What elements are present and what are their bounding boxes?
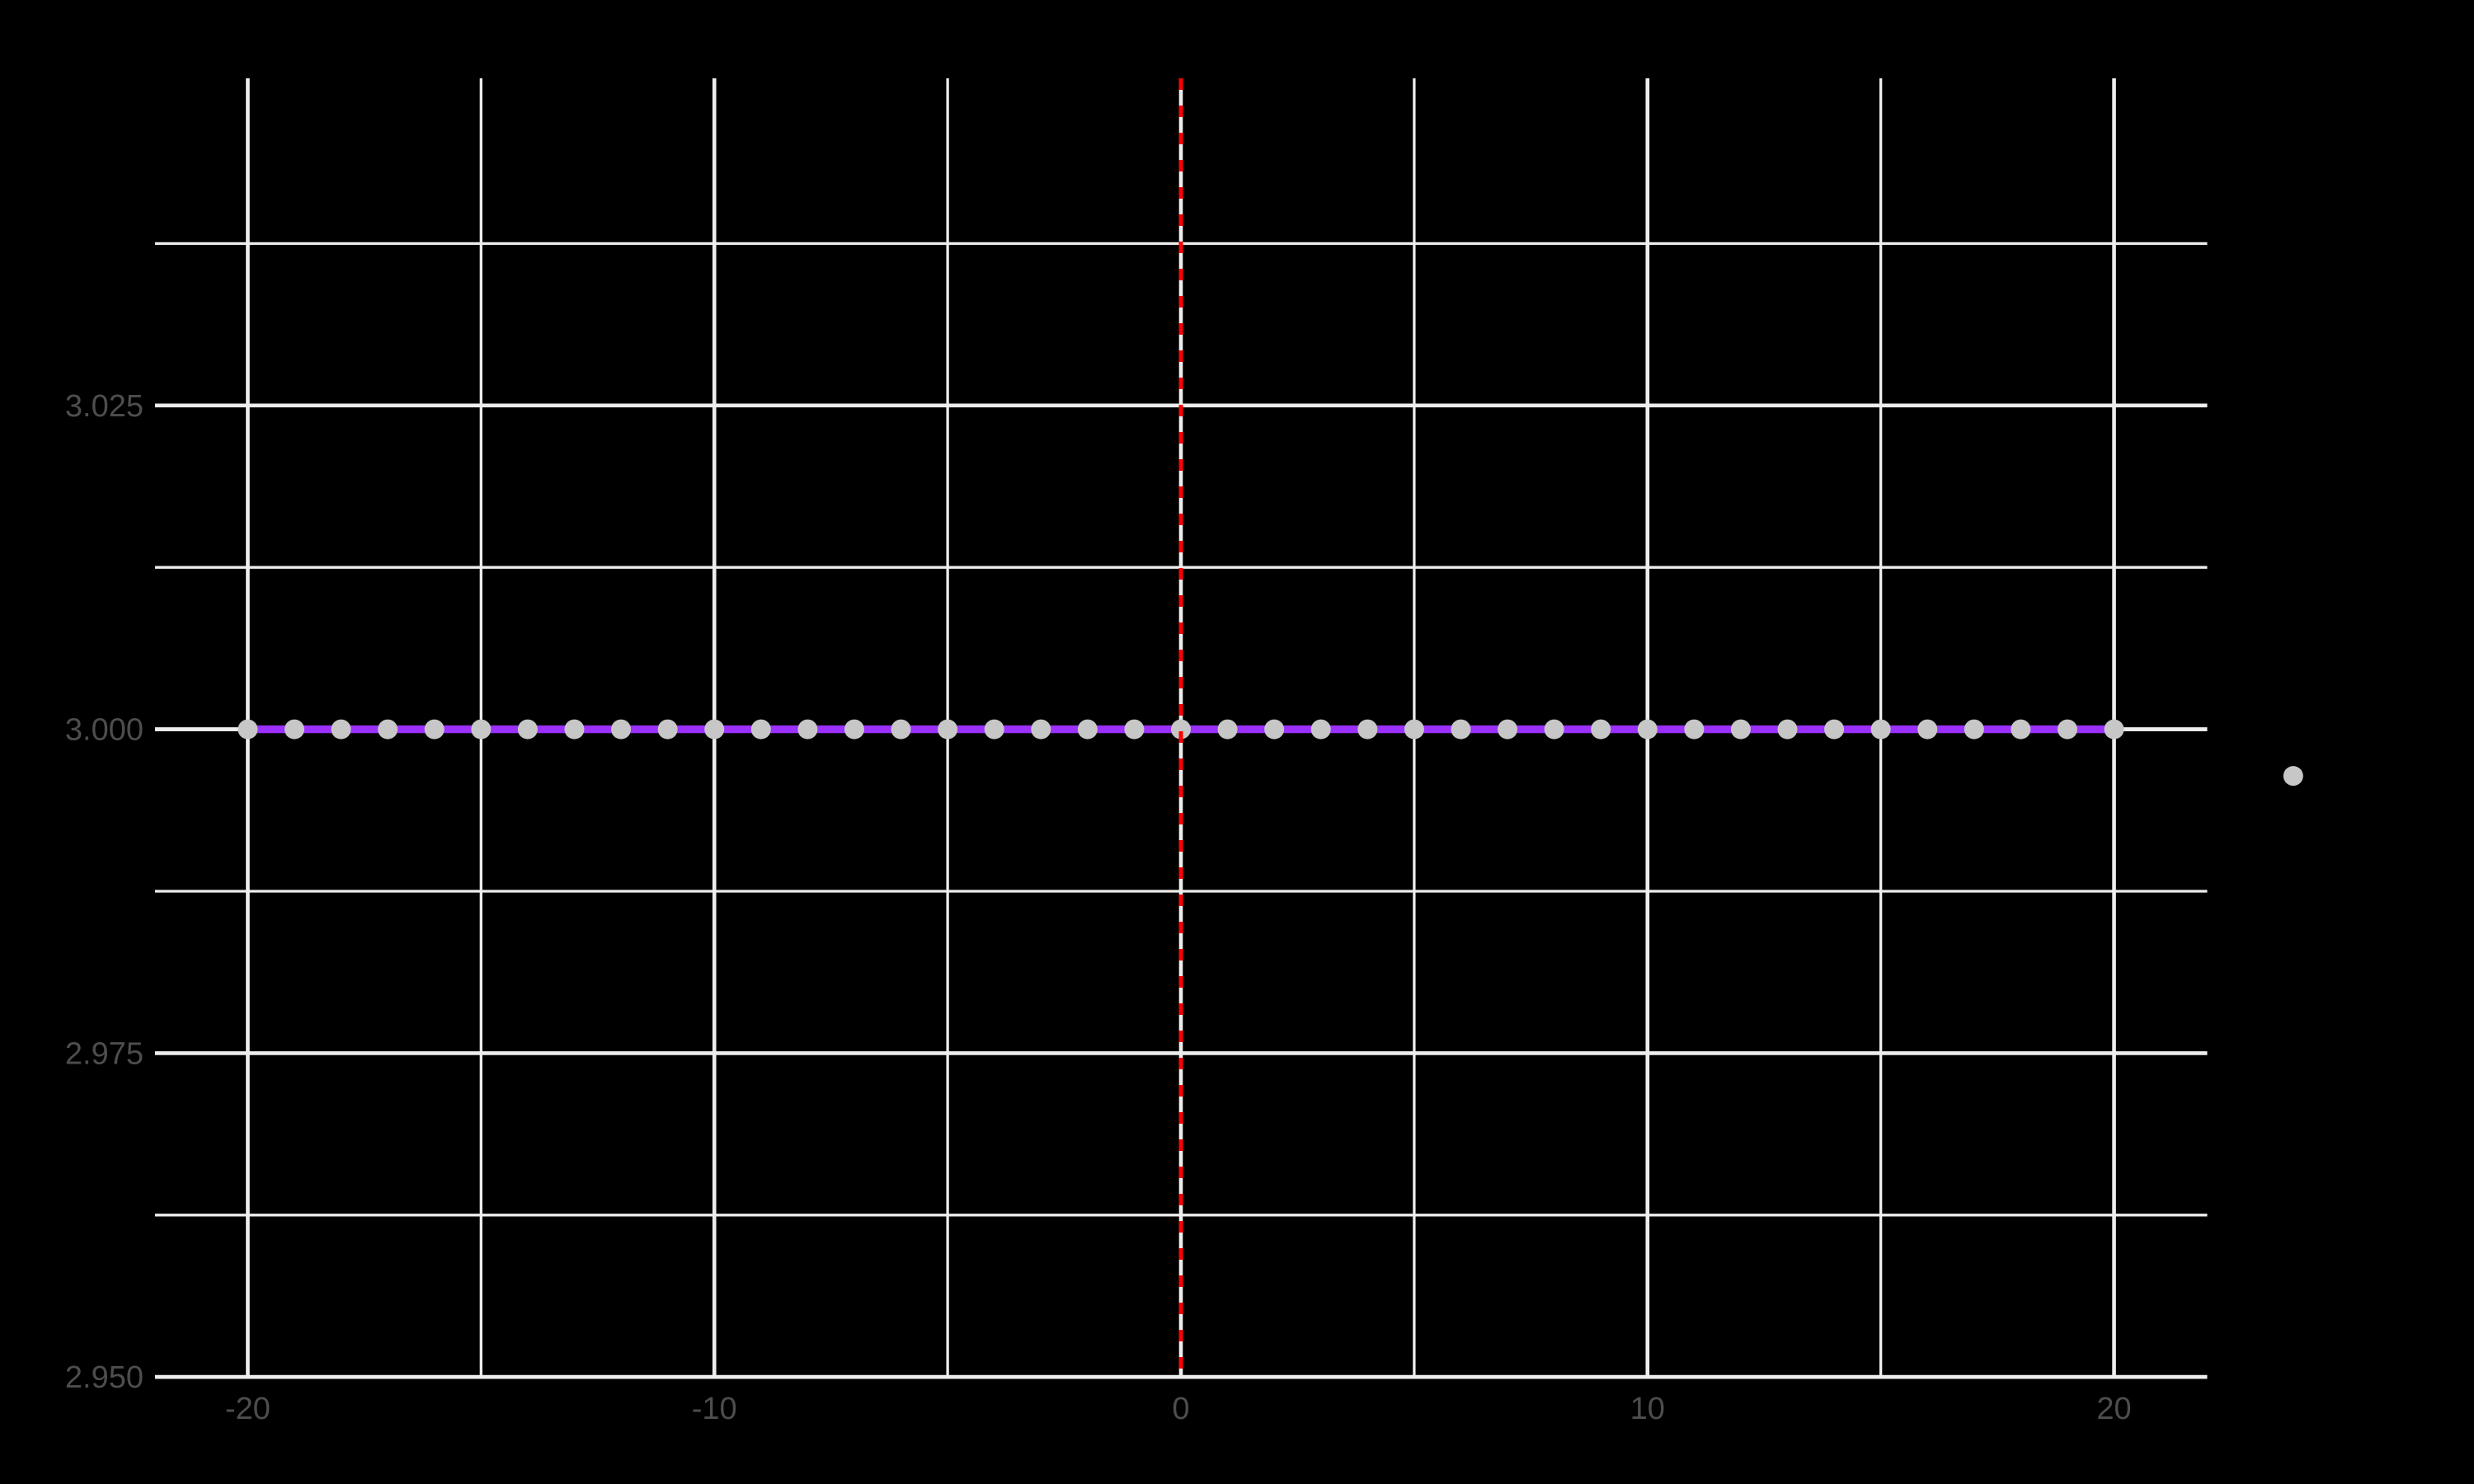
svg-text:0: 0: [1172, 1392, 1189, 1426]
svg-text:-10: -10: [692, 1392, 737, 1426]
svg-text:3.000: 3.000: [65, 713, 143, 748]
svg-text:2.975: 2.975: [65, 1036, 143, 1071]
svg-text:10: 10: [1630, 1392, 1665, 1426]
svg-text:-20: -20: [225, 1392, 270, 1426]
svg-text:2.950: 2.950: [65, 1360, 143, 1395]
svg-text:3.025: 3.025: [65, 389, 143, 424]
svg-text:20: 20: [2096, 1392, 2131, 1426]
